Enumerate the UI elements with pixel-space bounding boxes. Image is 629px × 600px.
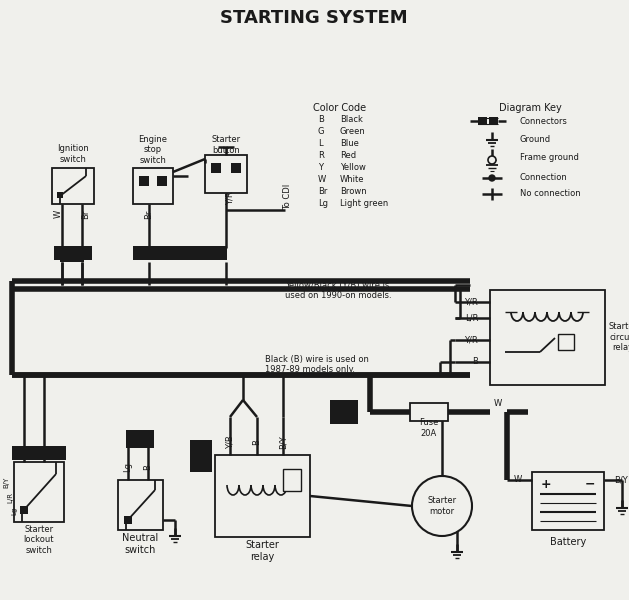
Bar xyxy=(57,192,63,198)
Text: Lg: Lg xyxy=(11,507,17,515)
Bar xyxy=(157,176,167,186)
Bar xyxy=(205,155,247,193)
Bar xyxy=(283,469,301,491)
Text: Blue: Blue xyxy=(340,139,359,148)
Text: Frame ground: Frame ground xyxy=(520,152,579,161)
Bar xyxy=(60,248,62,262)
Bar xyxy=(478,117,487,125)
Text: W: W xyxy=(318,175,326,185)
Bar xyxy=(410,403,448,421)
Text: B: B xyxy=(318,115,324,124)
Text: Y/R: Y/R xyxy=(464,335,478,344)
Text: Lg: Lg xyxy=(318,199,328,208)
Bar xyxy=(489,117,498,125)
Text: No connection: No connection xyxy=(520,190,581,199)
Text: Light green: Light green xyxy=(340,199,388,208)
Bar xyxy=(231,163,241,173)
Text: Black: Black xyxy=(340,115,363,124)
Text: Starter
motor: Starter motor xyxy=(428,496,457,515)
Text: Lg: Lg xyxy=(123,462,133,472)
Bar xyxy=(52,168,94,204)
Text: B/Y: B/Y xyxy=(3,477,9,488)
Text: Red: Red xyxy=(340,151,356,160)
Text: L/R: L/R xyxy=(7,492,13,503)
Text: Engine
stop
switch: Engine stop switch xyxy=(138,135,167,165)
Text: Yellow/Black (Y/B) wire is
used on 1990-on models.: Yellow/Black (Y/B) wire is used on 1990-… xyxy=(285,281,392,301)
Text: Black (B) wire is used on
1987-89 models only.: Black (B) wire is used on 1987-89 models… xyxy=(265,355,369,374)
Text: Y/B: Y/B xyxy=(226,435,235,449)
Bar xyxy=(558,334,574,350)
Bar xyxy=(12,446,66,460)
Text: B: B xyxy=(143,464,152,470)
Text: Br: Br xyxy=(145,209,153,218)
Text: To CDI: To CDI xyxy=(284,184,292,210)
Circle shape xyxy=(489,175,495,181)
Text: Connectors: Connectors xyxy=(520,116,568,125)
Text: −: − xyxy=(585,478,595,491)
Bar xyxy=(60,248,84,262)
Bar xyxy=(14,462,64,522)
Text: Br: Br xyxy=(318,187,327,196)
Text: W: W xyxy=(514,475,522,485)
Text: B: B xyxy=(472,358,478,367)
Text: Y: Y xyxy=(318,163,323,173)
Text: +: + xyxy=(541,478,551,491)
Bar xyxy=(211,163,221,173)
Text: Color Code: Color Code xyxy=(313,103,367,113)
Text: Fuse
20A: Fuse 20A xyxy=(420,418,438,438)
Text: B/Y: B/Y xyxy=(279,435,287,449)
Bar xyxy=(190,440,212,472)
Text: W: W xyxy=(53,210,62,218)
Text: Starter
circuit
relay: Starter circuit relay xyxy=(608,322,629,352)
Text: Yellow: Yellow xyxy=(340,163,366,173)
Text: Starter
button: Starter button xyxy=(211,135,240,155)
Text: Y/R: Y/R xyxy=(226,191,235,205)
Bar xyxy=(285,471,299,489)
Text: Starter
relay: Starter relay xyxy=(245,540,279,562)
Text: Ground: Ground xyxy=(520,134,551,143)
Text: B/Y: B/Y xyxy=(614,475,628,485)
Circle shape xyxy=(412,476,472,536)
Text: W: W xyxy=(494,400,502,409)
Bar xyxy=(133,246,227,260)
Text: Neutral
switch: Neutral switch xyxy=(122,533,158,555)
Circle shape xyxy=(488,156,496,164)
Bar xyxy=(133,168,173,204)
Text: B: B xyxy=(252,439,262,445)
Text: L/R: L/R xyxy=(465,313,478,323)
Bar xyxy=(80,248,82,262)
Text: G: G xyxy=(318,127,325,136)
Text: Br: Br xyxy=(82,209,91,218)
Text: Connection: Connection xyxy=(520,173,568,182)
Bar xyxy=(490,290,605,385)
Bar xyxy=(20,506,28,514)
Text: Brown: Brown xyxy=(340,187,367,196)
Text: Y/R: Y/R xyxy=(464,298,478,307)
Text: Diagram Key: Diagram Key xyxy=(499,103,561,113)
Text: L: L xyxy=(318,139,323,148)
Text: Ignition
switch: Ignition switch xyxy=(57,144,89,164)
Bar xyxy=(118,480,163,530)
Bar xyxy=(54,246,92,260)
Bar xyxy=(139,176,149,186)
Text: White: White xyxy=(340,175,364,185)
Bar xyxy=(215,455,310,537)
Bar xyxy=(330,400,358,424)
Text: Starter
lockout
switch: Starter lockout switch xyxy=(24,525,54,555)
Bar xyxy=(532,472,604,530)
Text: Green: Green xyxy=(340,127,365,136)
Bar xyxy=(126,430,154,448)
Text: Battery: Battery xyxy=(550,537,586,547)
Bar xyxy=(124,516,132,524)
Text: STARTING SYSTEM: STARTING SYSTEM xyxy=(220,9,408,27)
Text: R: R xyxy=(318,151,324,160)
